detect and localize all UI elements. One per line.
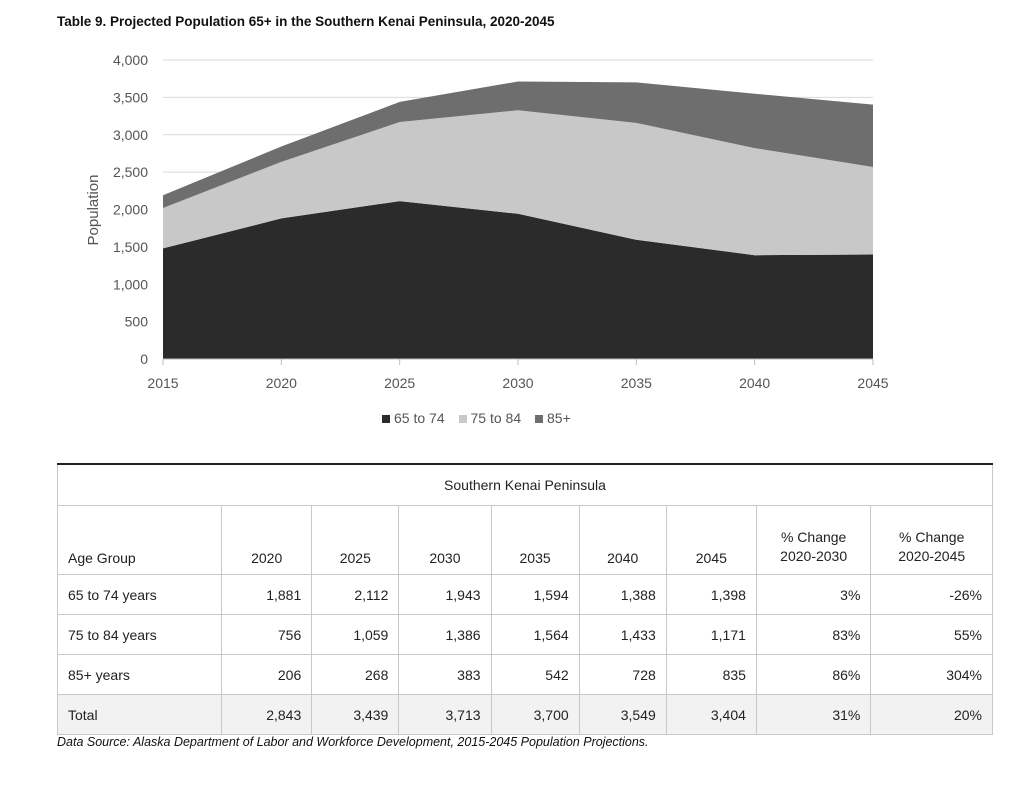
cell: 83% [755, 614, 872, 655]
area-series-85 [163, 81, 873, 208]
row-label: 65 to 74 years [56, 574, 223, 615]
table-header-row: Age Group 2020 2025 2030 2035 2040 2045 … [56, 505, 993, 575]
cell: 20% [870, 694, 993, 735]
col-header-year: 2025 [311, 505, 400, 575]
col-header-year: 2030 [398, 505, 492, 575]
table-row: 75 to 84 years 756 1,059 1,386 1,564 1,4… [56, 614, 993, 655]
col-header-age-group: Age Group [56, 505, 223, 575]
legend-item-85-plus: 85+ [535, 410, 571, 426]
population-table: Southern Kenai Peninsula Age Group 2020 … [56, 463, 993, 735]
table-region-row: Southern Kenai Peninsula [57, 463, 993, 506]
x-tick-label: 2045 [857, 375, 888, 391]
cell: 31% [755, 694, 872, 735]
cell: -26% [870, 574, 993, 615]
col-header-year: 2035 [490, 505, 580, 575]
y-axis-label: Population [85, 175, 102, 246]
population-area-chart: 05001,0001,5002,0002,5003,0003,5004,000 … [85, 52, 889, 391]
cell: 756 [221, 614, 313, 655]
legend-swatch-65-74 [382, 415, 390, 423]
cell: 1,943 [398, 574, 492, 615]
region-header: Southern Kenai Peninsula [57, 463, 993, 506]
x-tick-label: 2030 [502, 375, 533, 391]
cell: 55% [870, 614, 993, 655]
cell: 3,700 [490, 694, 580, 735]
cell: 3% [755, 574, 872, 615]
cell: 3,713 [398, 694, 492, 735]
cell: 206 [221, 654, 313, 695]
legend-item-75-84: 75 to 84 [458, 410, 522, 426]
cell: 268 [311, 654, 400, 695]
y-tick-label: 0 [140, 351, 148, 367]
cell: 1,564 [490, 614, 580, 655]
area-series-75-to-84 [163, 110, 873, 256]
cell: 1,594 [490, 574, 580, 615]
x-axis-ticks: 2015 2020 2025 2030 2035 2040 2045 [147, 359, 889, 391]
y-tick-label: 1,000 [113, 276, 148, 292]
cell: 3,439 [311, 694, 400, 735]
cell: 2,112 [311, 574, 400, 615]
chart-legend: 65 to 74 75 to 84 85+ [382, 410, 581, 426]
cell: 86% [755, 654, 872, 695]
col-header-change-2020-2030: % Change 2020-2030 [755, 505, 872, 575]
col-header-change-2020-2045: % Change 2020-2045 [870, 505, 993, 575]
col-header-year: 2020 [221, 505, 313, 575]
legend-label: 65 to 74 [394, 410, 445, 426]
cell: 1,059 [311, 614, 400, 655]
cell: 304% [870, 654, 993, 695]
cell: 3,549 [578, 694, 667, 735]
cell: 383 [398, 654, 492, 695]
legend-label: 75 to 84 [470, 410, 522, 426]
legend-swatch-75-84 [458, 415, 467, 423]
y-tick-label: 3,500 [113, 89, 148, 105]
row-label: 85+ years [56, 654, 223, 695]
y-tick-label: 1,500 [113, 239, 148, 255]
data-source-note: Data Source: Alaska Department of Labor … [57, 735, 649, 749]
legend-label: 85+ [547, 410, 571, 426]
y-axis-ticks: 0 500 1,000 1,500 2,000 2,500 3,000 3,500 4,000 [113, 52, 148, 367]
row-label: Total [56, 694, 223, 735]
x-tick-label: 2035 [621, 375, 652, 391]
area-series [163, 81, 873, 359]
x-tick-label: 2015 [147, 375, 178, 391]
x-tick-label: 2040 [739, 375, 770, 391]
cell: 1,433 [578, 614, 667, 655]
cell: 1,388 [578, 574, 667, 615]
row-label: 75 to 84 years [56, 614, 223, 655]
chart-title: Table 9. Projected Population 65+ in the… [57, 14, 555, 29]
legend-swatch-85-plus [535, 415, 543, 423]
table-row: 65 to 74 years 1,881 2,112 1,943 1,594 1… [56, 574, 993, 615]
col-header-year: 2045 [665, 505, 757, 575]
cell: 1,881 [221, 574, 313, 615]
cell: 2,843 [221, 694, 313, 735]
y-tick-label: 4,000 [113, 52, 148, 68]
y-tick-label: 2,500 [113, 164, 148, 180]
cell: 728 [578, 654, 667, 695]
cell: 835 [665, 654, 757, 695]
cell: 1,398 [665, 574, 757, 615]
cell: 1,171 [665, 614, 757, 655]
col-header-year: 2040 [578, 505, 667, 575]
cell: 542 [490, 654, 580, 695]
legend-item-65-74: 65 to 74 [382, 410, 445, 426]
x-tick-label: 2025 [384, 375, 415, 391]
cell: 3,404 [665, 694, 757, 735]
table-row-total: Total 2,843 3,439 3,713 3,700 3,549 3,40… [56, 694, 993, 735]
table-row: 85+ years 206 268 383 542 728 835 86% 30… [56, 654, 993, 695]
y-tick-label: 3,000 [113, 127, 148, 143]
cell: 1,386 [398, 614, 492, 655]
y-tick-label: 2,000 [113, 202, 148, 218]
x-tick-label: 2020 [266, 375, 297, 391]
y-tick-label: 500 [125, 314, 149, 330]
area-series-65-to-74 [163, 201, 873, 359]
